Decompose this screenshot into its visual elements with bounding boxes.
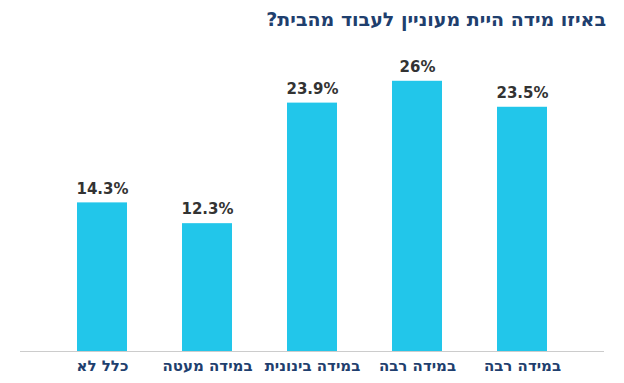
svg-text:23.9%: 23.9% [286,80,338,98]
svg-text:26%: 26% [400,58,436,76]
svg-text:במידה מעטה: במידה מעטה [162,357,252,375]
svg-text:במידה בינונית: במידה בינונית [265,357,361,375]
svg-text:במידה רבה: במידה רבה [484,357,561,375]
svg-text:במידה רבה: במידה רבה [379,357,456,375]
html-text:באיזו מידה היית מעוניין לעבוד: באיזו מידה היית מעוניין לעבוד מהבית? [266,8,606,30]
svg-text:23.5%: 23.5% [496,84,548,102]
svg-text:12.3%: 12.3% [181,200,233,218]
svg-text:כלל לא: כלל לא [77,357,129,375]
svg-text:14.3%: 14.3% [76,180,128,198]
